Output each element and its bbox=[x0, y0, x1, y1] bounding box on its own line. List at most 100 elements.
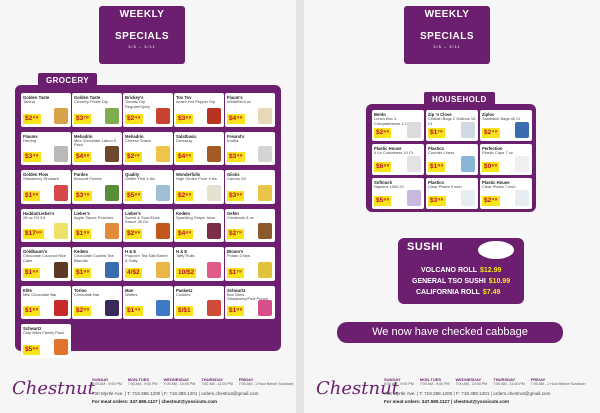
item-description: Sweet & Sour/Duck Sauce 28 Oz bbox=[125, 214, 160, 225]
item-brand: Zip 'n Close bbox=[428, 112, 452, 117]
price-tag: $2⁹⁹ bbox=[125, 229, 143, 239]
price-tag: $6⁹⁹ bbox=[374, 162, 392, 172]
store-hours-right: SUNDAY 8:00 AM - 9:00 PM MON-TUES 7:00 AM -… bbox=[384, 377, 586, 387]
product-image bbox=[104, 107, 119, 124]
item-brand: Perfection bbox=[482, 146, 503, 151]
item-description: Lunch Box 3 Compartments 4 Ct bbox=[374, 116, 409, 126]
price-tag: $1⁹⁹ bbox=[23, 190, 41, 201]
product-image bbox=[155, 146, 170, 162]
product-image bbox=[104, 223, 119, 239]
item-description: Popcorn Tea Salt/Sweet & Salty bbox=[125, 253, 168, 263]
price-tag: 10/$2 bbox=[176, 267, 197, 278]
product-image bbox=[407, 156, 421, 172]
grocery-item: Lieber's Sweet & Sour/Duck Sauce 28 Oz $2⁹… bbox=[123, 208, 173, 242]
product-image bbox=[53, 300, 68, 316]
product-image bbox=[104, 261, 119, 278]
item-brand: Softouch bbox=[374, 180, 393, 185]
item-description: Challah Bags 2 Gallons 15 Ct bbox=[428, 116, 476, 126]
price-tag: $2⁴⁹ bbox=[482, 196, 500, 206]
household-item: Plastic House Clear Plates 7 inch $2⁴⁹ bbox=[480, 178, 532, 209]
left-page: WEEKLY SPECIALS 3/5 – 3/11 GROCERY Chest… bbox=[0, 0, 296, 413]
product-image bbox=[515, 190, 529, 206]
product-image bbox=[53, 223, 68, 239]
price-tag: $2⁹⁹ bbox=[74, 306, 92, 316]
item-description: Broccoli Florets bbox=[74, 176, 102, 181]
sushi-row-california: CALIFORNIA ROLL $7.49 bbox=[416, 289, 501, 296]
grocery-item: Goldbaum's Chocolate Coconut Rice Cake $1⁹… bbox=[21, 247, 71, 281]
item-description: Tahina bbox=[23, 99, 35, 104]
item-brand: Goldbaum's bbox=[23, 249, 48, 254]
price-tag: $1⁹⁹ bbox=[74, 229, 92, 239]
household-item: Plastic House 4 Lb Containers 10 Ct $6⁹⁹ bbox=[372, 144, 424, 175]
price-tag: $2⁹⁹ bbox=[374, 128, 392, 138]
product-image bbox=[515, 156, 529, 172]
price-tag: $1⁴⁹ bbox=[125, 306, 143, 316]
price-tag: $1⁷⁹ bbox=[428, 128, 445, 138]
item-brand: Paskesz bbox=[176, 287, 193, 293]
item-description: 28 oz Oil 3 ft bbox=[23, 214, 46, 220]
item-brand: Golden Taste bbox=[23, 95, 50, 100]
household-item: Ziploc Sandwich Bags 40 Ct $2⁴⁹ bbox=[480, 110, 532, 141]
item-description: Dressing bbox=[176, 137, 192, 143]
item-brand: Brickey's bbox=[125, 95, 144, 100]
item-brand: Tov Tov bbox=[176, 95, 192, 100]
banner-dates-right: 3/5 – 3/11 bbox=[433, 44, 461, 49]
item-description: Clear Plates 7 inch bbox=[482, 184, 516, 189]
item-brand: Gefen bbox=[227, 210, 239, 216]
product-image bbox=[206, 223, 221, 239]
item-brand: Glicks bbox=[227, 172, 240, 177]
price-tag: $5⁹⁹ bbox=[374, 196, 392, 206]
grocery-item: Kedem Chocolate Coated Tea Biscuits $1⁹⁹ bbox=[72, 247, 122, 281]
hours-entry: WEDNESDAY 7:00 AM - 10:00 PM bbox=[163, 377, 196, 387]
item-brand: Wonderfulls bbox=[176, 172, 201, 177]
grocery-item: Freund's Kodka $3⁴⁹ bbox=[225, 131, 275, 165]
product-image bbox=[257, 184, 272, 201]
product-image bbox=[206, 300, 221, 316]
item-brand: Man bbox=[125, 287, 134, 293]
item-description: Chip Bites Family Pack bbox=[23, 330, 65, 335]
product-image bbox=[515, 122, 529, 138]
price-tag: $5⁹⁹ bbox=[125, 190, 143, 201]
item-brand: Salatbasic bbox=[176, 133, 197, 139]
price-tag: $/$1 bbox=[176, 306, 193, 316]
banner-specials: SPECIALS bbox=[114, 31, 169, 42]
item-description: Chocolate Coated Tea Biscuits bbox=[74, 253, 114, 263]
item-brand: H & E bbox=[176, 249, 188, 254]
price-tag: $2⁹⁹ bbox=[176, 190, 194, 201]
item-brand: Lieber's bbox=[125, 210, 141, 216]
item-brand: Torino bbox=[74, 287, 87, 293]
item-description: Counter Liners bbox=[428, 150, 455, 155]
price-tag: $4⁹⁹ bbox=[74, 152, 92, 162]
price-tag: $2⁴⁹ bbox=[125, 113, 143, 124]
hours-entry: MON-TUES 7:00 AM - 9:00 PM bbox=[127, 377, 158, 387]
sushi-panel: SUSHI VOLCANO ROLL $12.99 GENERAL TSO SUS… bbox=[398, 238, 524, 304]
grocery-item: Schwartz Bon Bons Strawberry/Fruit Punch $… bbox=[225, 285, 275, 319]
item-brand: Plastico bbox=[428, 180, 445, 185]
hours-entry: FRIDAY 7:00 AM - 1 Hour Before Sundown bbox=[238, 377, 294, 387]
price-tag: $2⁷⁹ bbox=[125, 152, 142, 162]
grocery-item: Golden Taste Tahina $2⁴⁹ bbox=[21, 93, 71, 127]
hours-entry: THURSDAY 7:00 AM - 11:00 PM bbox=[201, 377, 233, 387]
price-tag: $1⁹⁹ bbox=[428, 162, 446, 172]
grocery-item: Glicks Canola Oil $3⁹⁹ bbox=[225, 170, 275, 204]
product-image bbox=[206, 184, 221, 201]
product-image bbox=[257, 146, 272, 162]
footer-left: Chestnut SUNDAY 8:00 AM - 9:00 PM MON-TUES… bbox=[0, 375, 296, 413]
product-image bbox=[407, 122, 421, 138]
price-tag: $2⁴⁹ bbox=[23, 113, 41, 124]
banner-weekly: WEEKLY bbox=[119, 9, 165, 20]
grocery-item: Man Wafers $1⁴⁹ bbox=[123, 285, 173, 319]
grocery-heading: GROCERY bbox=[38, 73, 97, 88]
item-description: Chocolate Bar bbox=[74, 291, 100, 297]
chestnut-logo: Chestnut bbox=[12, 378, 95, 399]
chestnut-logo-right: Chestnut bbox=[316, 378, 399, 399]
grocery-item: Lieber's Apple Sauce Pouches $1⁹⁹ bbox=[72, 208, 122, 242]
price-tag: $3⁴⁹ bbox=[74, 190, 92, 201]
hours-entry: FRIDAY 7:00 AM - 1 Hour Before Sundown bbox=[530, 377, 586, 387]
price-tag: $4⁹⁹ bbox=[176, 152, 194, 162]
item-description: Clear Plates 9 inch bbox=[428, 184, 462, 189]
item-brand: Mehadrin bbox=[74, 133, 93, 139]
item-description: 4 Lb Containers 10 Ct bbox=[374, 150, 413, 155]
item-description: Apple Sauce Pouches bbox=[74, 214, 114, 220]
grocery-item: Salatbasic Dressing $4⁹⁹ bbox=[174, 131, 224, 165]
